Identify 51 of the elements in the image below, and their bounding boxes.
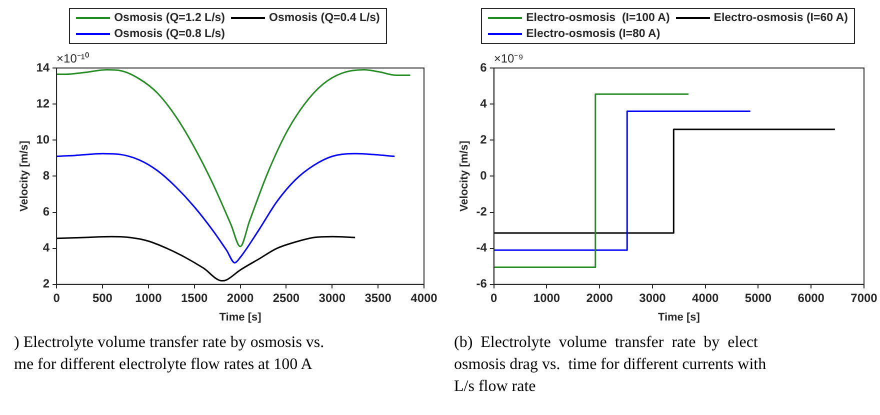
legend-label: Osmosis (Q=0.8 L/s) [114, 28, 225, 40]
y-tick-label: 4 [42, 240, 50, 255]
x-tick-label: 5000 [744, 290, 772, 305]
y-tick-label: 8 [42, 168, 50, 183]
legend-label: Electro-osmosis (I=60 A) [714, 12, 848, 24]
y-axis-title: Velocity [m/s] [458, 140, 471, 212]
text: ) Electrolyte volume transfer rate by osmosis vs. [14, 333, 326, 353]
y-tick-label: -6 [476, 276, 488, 291]
y-tick-label: 2 [42, 276, 50, 291]
text: me for different electrolyte flow rates at 100 A [14, 355, 314, 375]
x-tick-label: 6000 [798, 290, 825, 305]
text: ×10⁻¹⁰ [56, 51, 89, 66]
legend-label: Electro-osmosis (I=100 A) [526, 12, 670, 24]
text: ×10⁻⁹ [494, 51, 524, 66]
x-axis-title: Time [s] [658, 311, 700, 324]
x-tick-label: 4000 [410, 290, 438, 305]
text: osmosis drag vs. time for different currents with [454, 355, 768, 375]
x-tick-label: 1000 [533, 290, 560, 305]
y-tick-label: -4 [476, 240, 488, 255]
y-tick-label: 0 [480, 168, 488, 183]
x-tick-label: 1000 [135, 290, 162, 305]
x-tick-label: 3000 [318, 290, 346, 305]
y-axis-title: Velocity [m/s] [18, 140, 31, 212]
text: (b) Electrolyte volume transfer rate by elect [454, 333, 759, 353]
y-tick-label: 12 [36, 96, 50, 110]
x-tick-label: 3000 [639, 290, 666, 305]
x-tick-label: 3500 [364, 290, 392, 305]
y-tick-label: 14 [36, 60, 50, 74]
y-tick-label: 6 [42, 204, 50, 219]
y-tick-label: 4 [480, 96, 488, 110]
y-tick-label: -2 [476, 204, 488, 219]
line-series [56, 152, 396, 264]
y-tick-label: 10 [36, 132, 50, 146]
x-tick-label: 7000 [850, 290, 878, 305]
text: L/s flow rate [454, 377, 537, 397]
x-tick-label: 0 [490, 290, 498, 305]
line-series [56, 236, 356, 282]
x-tick-label: 1500 [180, 290, 208, 305]
legend-label: Osmosis (Q=0.4 L/s) [269, 12, 380, 24]
x-tick-label: 500 [92, 290, 113, 305]
y-tick-label: 6 [480, 60, 488, 74]
x-tick-label: 4000 [692, 290, 720, 305]
legend-label: Electro-osmosis (I=80 A) [526, 28, 660, 40]
line-series [56, 69, 411, 248]
legend-label: Osmosis (Q=1.2 L/s) [114, 12, 225, 24]
x-tick-label: 2000 [586, 290, 614, 305]
x-tick-label: 2500 [272, 290, 300, 305]
x-tick-label: 2000 [226, 290, 254, 305]
y-tick-label: 2 [480, 132, 488, 146]
x-axis-title: Time [s] [219, 311, 262, 324]
x-tick-label: 0 [53, 290, 60, 305]
